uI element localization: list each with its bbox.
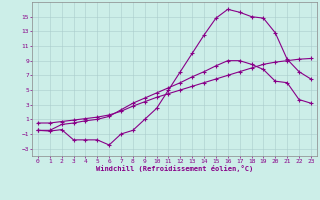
X-axis label: Windchill (Refroidissement éolien,°C): Windchill (Refroidissement éolien,°C) <box>96 165 253 172</box>
